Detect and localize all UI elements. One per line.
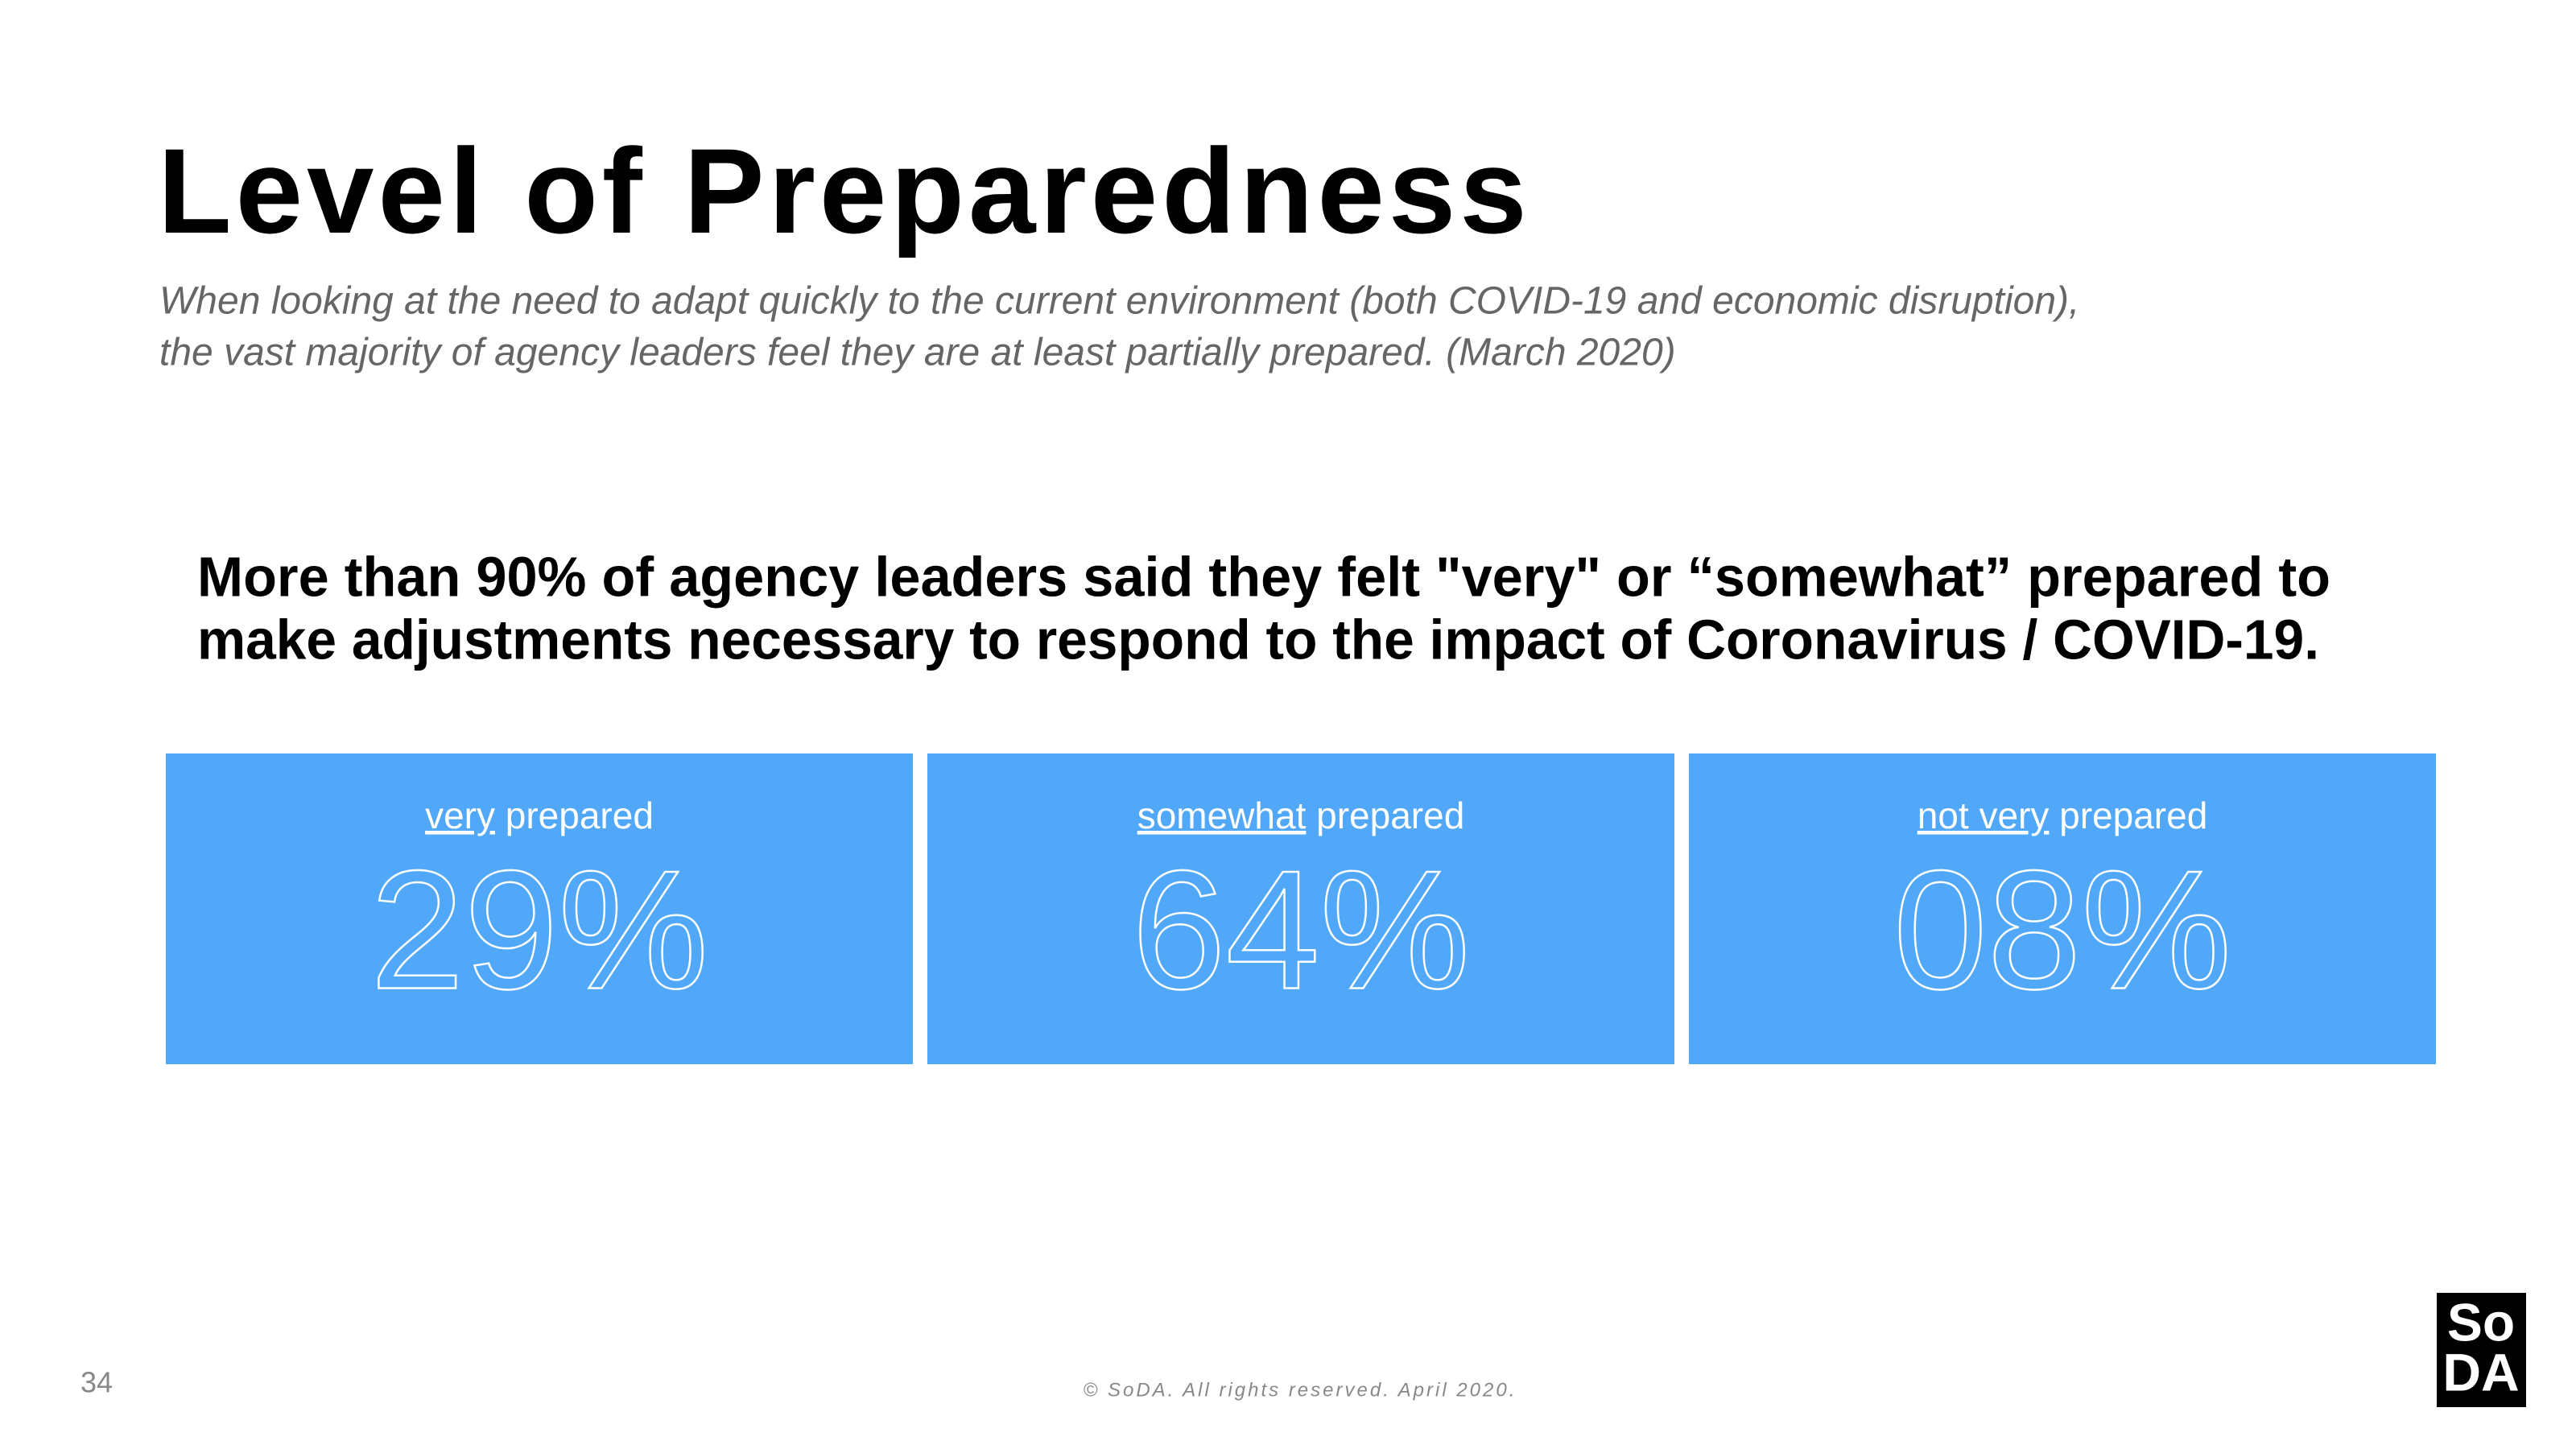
logo-text: So [2447,1292,2515,1352]
card-label: somewhat prepared [1137,795,1465,836]
card-label-rest: prepared [506,795,654,836]
subtitle-line: the vast majority of agency leaders feel… [159,332,1676,374]
page-number: 34 [80,1366,113,1399]
card-label-rest: prepared [2059,795,2207,836]
card [166,753,913,1064]
card-label: very prepared [425,795,654,836]
card-label-emphasis: very [425,795,495,836]
card [927,753,1674,1064]
card-label: not very prepared [1918,795,2208,836]
card-value: 64% [1132,835,1470,1024]
subtitle-line: When looking at the need to adapt quickl… [159,280,2079,323]
logo-box [2437,1293,2526,1407]
headline-line: More than 90% of agency leaders said the… [197,545,2330,608]
card-value: 08% [1893,835,2231,1024]
card-label-emphasis: somewhat [1137,795,1307,836]
copyright: © SoDA. All rights reserved. April 2020. [1084,1379,1517,1401]
title: Level of Preparedness [158,123,1531,258]
headline-line: make adjustments necessary to respond to… [197,608,2319,671]
card-label-emphasis: not very [1918,795,2050,836]
card [1689,753,2436,1064]
card-value: 29% [370,835,708,1024]
logo-text: DA [2442,1342,2519,1402]
card-label-rest: prepared [1316,795,1464,836]
